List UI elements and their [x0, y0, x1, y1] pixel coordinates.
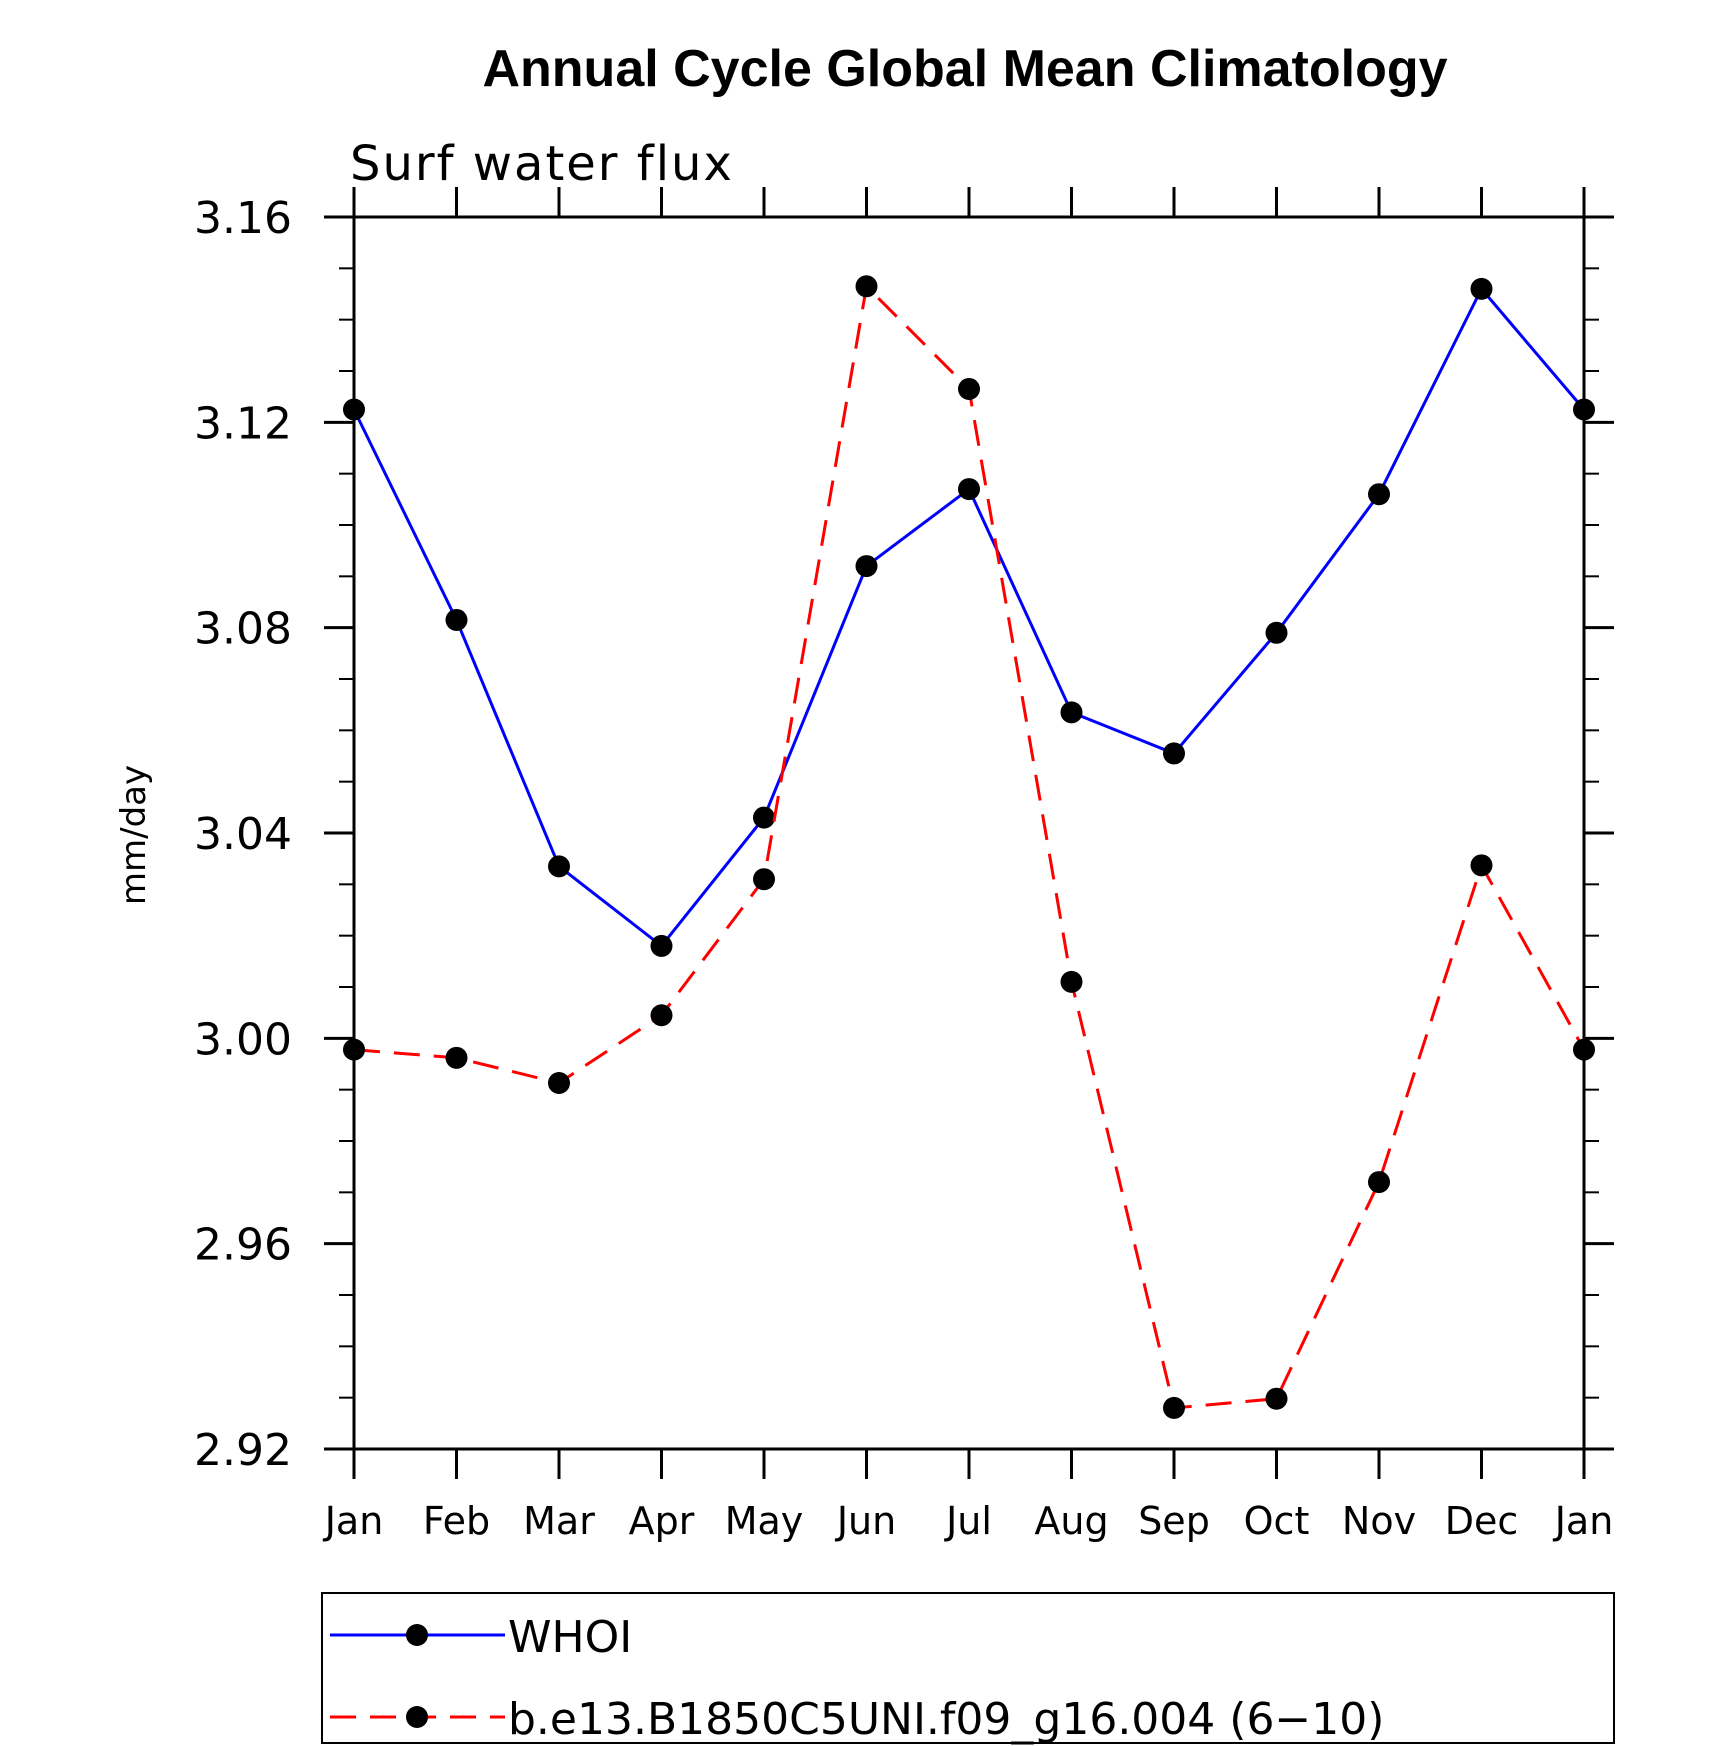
data-point [1573, 1038, 1595, 1061]
data-point [650, 1004, 673, 1027]
x-tick-label: May [725, 1499, 804, 1543]
y-tick-label: 2.96 [194, 1220, 292, 1271]
data-point [1368, 1171, 1390, 1194]
plot-frame [352, 215, 1586, 1451]
y-tick-label: 3.12 [194, 398, 292, 449]
data-point [753, 868, 775, 891]
legend-marker [406, 1624, 428, 1646]
data-point [958, 478, 980, 501]
data-point [548, 1071, 570, 1094]
data-point [1573, 398, 1595, 421]
data-point [855, 275, 878, 298]
data-point [1265, 621, 1288, 644]
data-point [1265, 1387, 1288, 1410]
data-point [548, 855, 570, 878]
y-tick-label: 3.08 [194, 604, 292, 655]
y-tick-label: 3.00 [194, 1014, 292, 1065]
legend-box [321, 1592, 1615, 1744]
legend-label: WHOI [508, 1612, 632, 1663]
data-point [753, 806, 775, 829]
axes: Jan Feb Mar Apr May Jun Jul Aug Sep Oct Nov Dec Jan 3… [194, 187, 1614, 1543]
chart-subtitle: Surf water flux [350, 136, 734, 192]
x-tick-label: Aug [1034, 1499, 1108, 1543]
y-tick-label: 2.92 [194, 1425, 292, 1476]
data-point [1060, 970, 1083, 993]
data-point [1470, 277, 1493, 300]
x-tick-label: Mar [523, 1499, 595, 1543]
data-point [1368, 483, 1390, 506]
data-point [1163, 1396, 1185, 1419]
legend-marker [406, 1706, 428, 1728]
data-point [343, 1038, 365, 1061]
x-tick-label: Feb [423, 1499, 490, 1543]
legend-label: b.e13.B1850C5UNI.f09_g16.004 (6−10) [508, 1694, 1384, 1745]
legend: WHOI b.e13.B1850C5UNI.f09_g16.004 (6−10) [330, 1612, 1384, 1745]
data-point [1060, 701, 1083, 724]
data-point [1470, 854, 1493, 877]
data-point [445, 1046, 468, 1069]
data-point [958, 377, 980, 400]
x-tick-label: Jul [944, 1499, 992, 1543]
data-point [445, 608, 468, 631]
x-tick-label: Oct [1244, 1499, 1310, 1543]
y-axis-label: mm/day [114, 765, 154, 905]
x-tick-label: Jan [1553, 1499, 1614, 1543]
y-tick-label: 3.16 [194, 193, 292, 244]
x-tick-label: Jan [323, 1499, 384, 1543]
series-layer [343, 275, 1595, 1419]
x-tick-label: Jun [835, 1499, 896, 1543]
x-tick-label: Apr [629, 1499, 695, 1543]
data-point [855, 555, 878, 578]
x-tick-label: Sep [1138, 1499, 1210, 1543]
data-point [650, 934, 673, 957]
x-tick-label: Dec [1445, 1499, 1519, 1543]
data-point [1163, 742, 1185, 765]
y-tick-label: 3.04 [194, 809, 292, 860]
chart-title: Annual Cycle Global Mean Climatology [482, 40, 1447, 98]
x-tick-label: Nov [1342, 1499, 1416, 1543]
data-point [343, 398, 365, 421]
